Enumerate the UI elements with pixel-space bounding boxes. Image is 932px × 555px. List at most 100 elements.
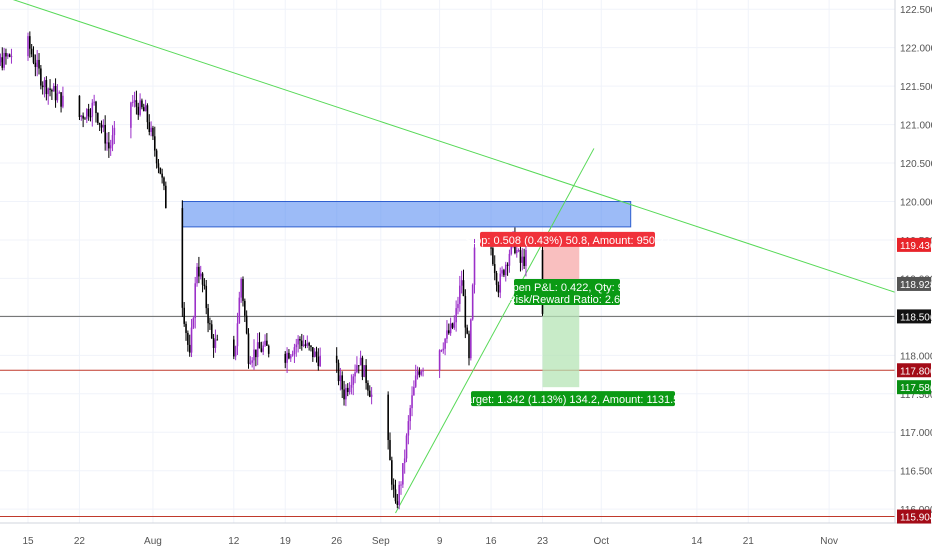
candle-body: [365, 365, 367, 384]
candle-body: [313, 351, 316, 358]
candle-body: [194, 283, 197, 319]
time-axis-bg: [0, 523, 932, 550]
candle-body: [490, 247, 492, 249]
candle-body: [299, 338, 301, 341]
candle-body: [233, 339, 235, 357]
candle-body: [201, 273, 204, 285]
candle-body: [181, 208, 184, 308]
candle-body: [49, 88, 51, 90]
price-badge-text: 118.506: [900, 312, 932, 323]
x-tick-label: 21: [743, 536, 755, 547]
price-badge-118.928[interactable]: 118.928: [897, 276, 932, 291]
candle-body: [260, 348, 263, 352]
price-badge-bg: [897, 363, 931, 378]
y-tick-label: 122.500: [900, 5, 932, 16]
candle-body: [286, 352, 288, 363]
candle-body: [359, 357, 362, 366]
candle-body: [411, 395, 413, 409]
y-tick-label: 120.500: [900, 159, 932, 170]
price-badge-118.506[interactable]: 118.506: [897, 309, 932, 324]
target-label[interactable]: Target: 1.342 (1.13%) 134.2, Amount: 113…: [461, 391, 686, 407]
candle-body: [133, 100, 136, 103]
candle-body: [501, 270, 503, 274]
trend-line-0[interactable]: [0, 0, 896, 293]
candle-body: [41, 85, 44, 88]
candle-body: [36, 59, 38, 67]
candle-body: [148, 122, 151, 133]
trend-line-1[interactable]: [395, 148, 595, 514]
x-tick-label: 22: [74, 536, 86, 547]
candle-body: [190, 327, 193, 353]
candle-body: [32, 54, 35, 63]
y-tick-label: 121.500: [900, 82, 932, 93]
resistance-zone-layer: [181, 201, 632, 228]
candle-body: [255, 349, 257, 358]
price-badge-115.904[interactable]: 115.904: [897, 509, 932, 524]
candle-body: [152, 127, 154, 137]
candle-body: [400, 484, 402, 486]
stop-label[interactable]: Stop: 0.508 (0.43%) 50.8, Amount: 950.22: [465, 231, 670, 247]
candle-body: [27, 36, 29, 57]
candle-body: [398, 484, 400, 506]
candle-body: [492, 248, 494, 265]
price-badge-117.806[interactable]: 117.806: [897, 363, 932, 378]
y-tick-label: 117.500: [900, 390, 932, 401]
candle-body: [95, 101, 97, 114]
candle-body: [396, 501, 399, 506]
candle-body: [291, 354, 294, 356]
candle-body: [165, 185, 167, 209]
candle-body: [409, 408, 411, 422]
candle-body: [447, 330, 450, 334]
candle-body: [504, 264, 507, 276]
candle-body: [100, 124, 103, 128]
candle-body: [499, 273, 502, 293]
candle-body: [40, 68, 42, 86]
candle-body: [300, 340, 303, 347]
x-tick-label: Oct: [594, 536, 610, 547]
candle-body: [343, 389, 345, 400]
candle-body: [216, 339, 219, 341]
price-badge-119.436[interactable]: 119.436: [897, 237, 932, 252]
candle-body: [523, 256, 525, 266]
candle-body: [508, 253, 511, 266]
candle-body: [295, 344, 298, 348]
candle-body: [249, 362, 252, 364]
candle-body: [346, 387, 349, 393]
candle-body: [198, 266, 200, 277]
price-badge-text: 117.586: [900, 383, 932, 394]
candle-body: [80, 115, 83, 118]
candle-body: [368, 390, 371, 397]
candle-body: [506, 264, 509, 266]
candle-body: [93, 101, 95, 103]
candle-body: [150, 127, 152, 133]
candle-body: [3, 52, 5, 68]
candle-body: [244, 300, 246, 316]
x-tick-label: 23: [537, 536, 549, 547]
y-tick-label: 121.000: [900, 121, 932, 132]
candle-body: [405, 435, 408, 459]
x-tick-label: 26: [331, 536, 343, 547]
price-badge-117.586[interactable]: 117.586: [897, 380, 932, 395]
candle-body: [335, 355, 338, 363]
candle-body: [391, 460, 393, 485]
stop-zone[interactable]: [542, 244, 580, 284]
candle-body: [159, 167, 162, 174]
candle-body: [234, 346, 237, 357]
candle-body: [440, 350, 443, 352]
candle-body: [196, 266, 198, 284]
candle-body: [242, 279, 244, 301]
candle-body: [187, 332, 189, 345]
candle-body: [341, 375, 344, 390]
candle-body: [288, 352, 290, 359]
candle-body: [387, 394, 389, 441]
candle-body: [267, 345, 270, 354]
candle-body: [297, 338, 299, 345]
candle-body: [473, 247, 476, 285]
candle-body: [52, 85, 55, 92]
resistance-zone[interactable]: [181, 201, 632, 228]
y-tick-label: 122.000: [900, 44, 932, 55]
candle-body: [62, 95, 64, 107]
candle-body: [304, 344, 307, 346]
